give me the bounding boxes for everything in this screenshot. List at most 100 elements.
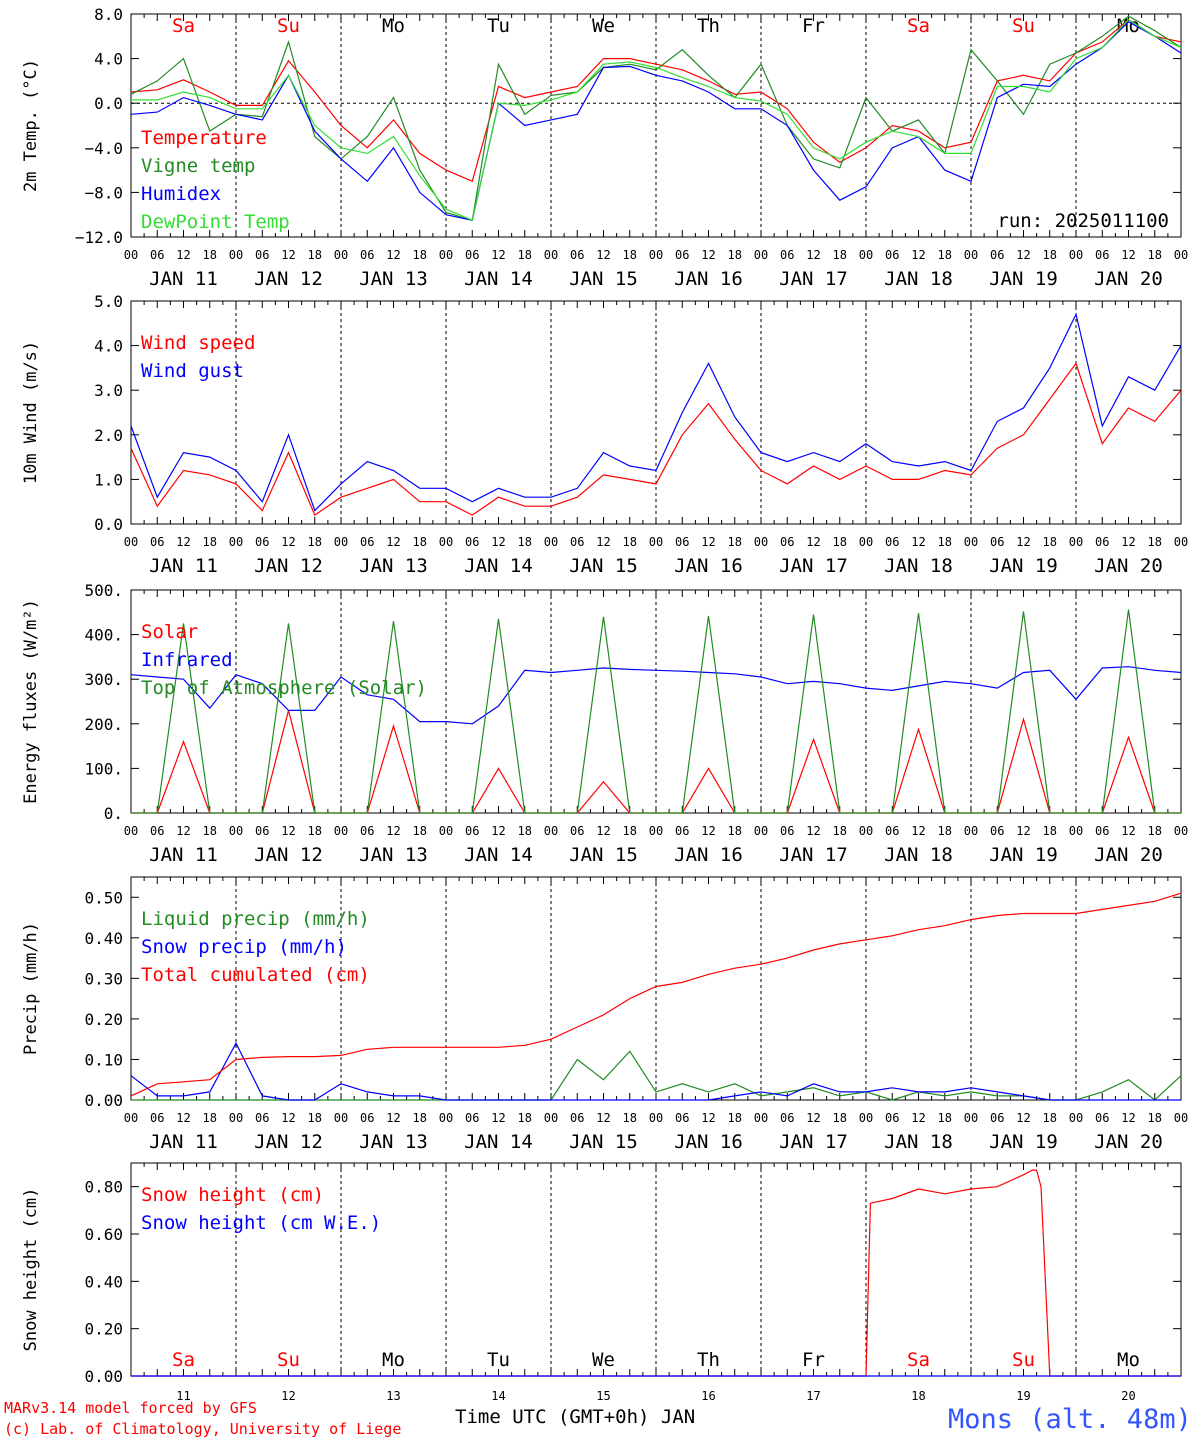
day-number-label: 17 bbox=[806, 1389, 820, 1403]
panel-frame bbox=[130, 13, 1182, 238]
x-hour-label: 06 bbox=[675, 248, 689, 262]
panel-frame bbox=[130, 300, 1182, 525]
day-number-label: 15 bbox=[596, 1389, 610, 1403]
x-hour-label: 18 bbox=[413, 535, 427, 549]
legend-entry: Vigne temp bbox=[141, 155, 255, 177]
y-tick-label: 400. bbox=[84, 626, 123, 645]
x-hour-label: 00 bbox=[1174, 824, 1188, 838]
y-tick-label: −4.0 bbox=[84, 139, 123, 158]
y-tick-label: 0.30 bbox=[84, 969, 123, 988]
x-date-label: JAN 17 bbox=[779, 268, 848, 290]
x-date-label: JAN 16 bbox=[674, 555, 743, 577]
x-hour-label: 06 bbox=[570, 248, 584, 262]
y-axis-label: 10m Wind (m/s) bbox=[21, 341, 41, 484]
x-hour-label: 00 bbox=[544, 1111, 558, 1125]
x-date-label: JAN 19 bbox=[989, 844, 1058, 866]
x-date-label: JAN 17 bbox=[779, 555, 848, 577]
x-hour-label: 12 bbox=[1016, 824, 1030, 838]
x-date-label: JAN 17 bbox=[779, 1131, 848, 1153]
x-hour-label: 06 bbox=[465, 824, 479, 838]
series-line-humidex bbox=[130, 21, 1182, 222]
x-hour-label: 18 bbox=[623, 248, 637, 262]
day-number-label: 20 bbox=[1121, 1389, 1135, 1403]
y-tick-label: 4.0 bbox=[94, 50, 123, 69]
x-hour-label: 12 bbox=[1016, 1111, 1030, 1125]
x-hour-label: 00 bbox=[229, 248, 243, 262]
x-hour-label: 06 bbox=[990, 535, 1004, 549]
x-hour-label: 00 bbox=[1069, 535, 1083, 549]
y-axis-label: Snow height (cm) bbox=[21, 1188, 41, 1352]
y-tick-label: 0.80 bbox=[84, 1178, 123, 1197]
x-date-label: JAN 13 bbox=[359, 1131, 428, 1153]
legend-entry: Snow height (cm W.E.) bbox=[141, 1212, 381, 1234]
series-line-wind-gust bbox=[130, 312, 1182, 512]
x-hour-label: 12 bbox=[806, 1111, 820, 1125]
x-date-label: JAN 14 bbox=[464, 844, 533, 866]
y-tick-label: 0.40 bbox=[84, 1272, 123, 1291]
day-number-label: 18 bbox=[911, 1389, 925, 1403]
x-date-label: JAN 12 bbox=[254, 844, 323, 866]
x-hour-label: 06 bbox=[255, 1111, 269, 1125]
x-hour-label: 06 bbox=[570, 824, 584, 838]
x-hour-label: 18 bbox=[308, 535, 322, 549]
x-hour-label: 18 bbox=[833, 535, 847, 549]
day-of-week-label: Sa bbox=[907, 15, 930, 37]
x-hour-label: 06 bbox=[360, 1111, 374, 1125]
x-hour-label: 18 bbox=[833, 248, 847, 262]
x-date-label: JAN 19 bbox=[989, 1131, 1058, 1153]
x-hour-label: 06 bbox=[1095, 1111, 1109, 1125]
x-hour-label: 00 bbox=[544, 535, 558, 549]
x-hour-label: 06 bbox=[1095, 535, 1109, 549]
x-date-label: JAN 15 bbox=[569, 1131, 638, 1153]
panels-group: 8.0 4.0 0.0 −4.0 −8.0 −12.0 2m Temp. (°C) 00 06 1… bbox=[21, 5, 1188, 1403]
x-date-label: JAN 16 bbox=[674, 268, 743, 290]
x-hour-label: 18 bbox=[518, 535, 532, 549]
x-hour-label: 00 bbox=[649, 535, 663, 549]
series-line-dewpoint-temp bbox=[131, 18, 1182, 222]
footer-model: MARv3.14 model forced by GFS bbox=[4, 1399, 257, 1417]
x-hour-label: 06 bbox=[990, 248, 1004, 262]
x-axis-label: Time UTC (GMT+0h) JAN bbox=[455, 1406, 695, 1428]
x-date-label: JAN 14 bbox=[464, 1131, 533, 1153]
x-date-label: JAN 18 bbox=[884, 844, 953, 866]
x-hour-label: 18 bbox=[938, 535, 952, 549]
day-of-week-label: Fr bbox=[802, 15, 825, 37]
x-hour-label: 18 bbox=[308, 248, 322, 262]
x-date-label: JAN 11 bbox=[149, 268, 218, 290]
x-hour-label: 18 bbox=[1043, 824, 1057, 838]
x-hour-label: 18 bbox=[1148, 1111, 1162, 1125]
x-hour-label: 06 bbox=[465, 1111, 479, 1125]
day-of-week-label: Sa bbox=[172, 1349, 195, 1371]
y-axis-label: Energy fluxes (W/m²) bbox=[21, 599, 41, 804]
day-number-label: 11 bbox=[176, 1389, 190, 1403]
legend-entry: Total cumulated (cm) bbox=[141, 964, 370, 986]
x-hour-label: 18 bbox=[938, 248, 952, 262]
x-hour-label: 18 bbox=[203, 824, 217, 838]
x-hour-label: 00 bbox=[439, 535, 453, 549]
y-tick-label: 4.0 bbox=[94, 337, 123, 356]
x-hour-label: 18 bbox=[518, 1111, 532, 1125]
y-tick-label: 2.0 bbox=[94, 426, 123, 445]
x-hour-label: 00 bbox=[859, 535, 873, 549]
series-line-top-of-atmosphere-solar bbox=[131, 609, 1181, 814]
legend-entry: Wind gust bbox=[141, 360, 244, 382]
x-hour-label: 00 bbox=[964, 824, 978, 838]
day-number-label: 16 bbox=[701, 1389, 715, 1403]
x-hour-label: 12 bbox=[701, 1111, 715, 1125]
day-of-week-label: We bbox=[592, 15, 615, 37]
y-tick-label: 500. bbox=[84, 581, 123, 600]
y-tick-label: 0.20 bbox=[84, 1010, 123, 1029]
legend-entry: Wind speed bbox=[141, 332, 255, 354]
x-hour-label: 00 bbox=[334, 248, 348, 262]
x-hour-label: 12 bbox=[911, 824, 925, 838]
x-hour-label: 12 bbox=[596, 535, 610, 549]
x-hour-label: 00 bbox=[1069, 1111, 1083, 1125]
x-hour-label: 12 bbox=[491, 1111, 505, 1125]
x-date-label: JAN 15 bbox=[569, 844, 638, 866]
y-axis-label: Precip (mm/h) bbox=[21, 922, 41, 1055]
x-hour-label: 18 bbox=[623, 535, 637, 549]
x-hour-label: 00 bbox=[649, 1111, 663, 1125]
x-hour-label: 18 bbox=[938, 824, 952, 838]
x-hour-label: 06 bbox=[360, 248, 374, 262]
